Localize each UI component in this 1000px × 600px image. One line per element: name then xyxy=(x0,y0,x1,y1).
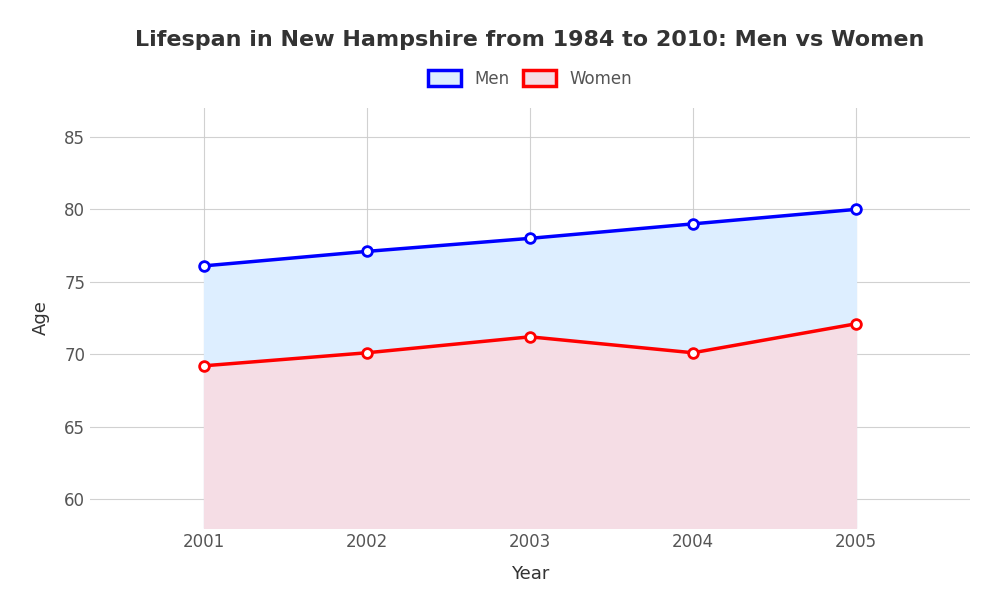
X-axis label: Year: Year xyxy=(511,565,549,583)
Y-axis label: Age: Age xyxy=(32,301,50,335)
Title: Lifespan in New Hampshire from 1984 to 2010: Men vs Women: Lifespan in New Hampshire from 1984 to 2… xyxy=(135,29,925,49)
Legend: Men, Women: Men, Women xyxy=(419,62,641,97)
